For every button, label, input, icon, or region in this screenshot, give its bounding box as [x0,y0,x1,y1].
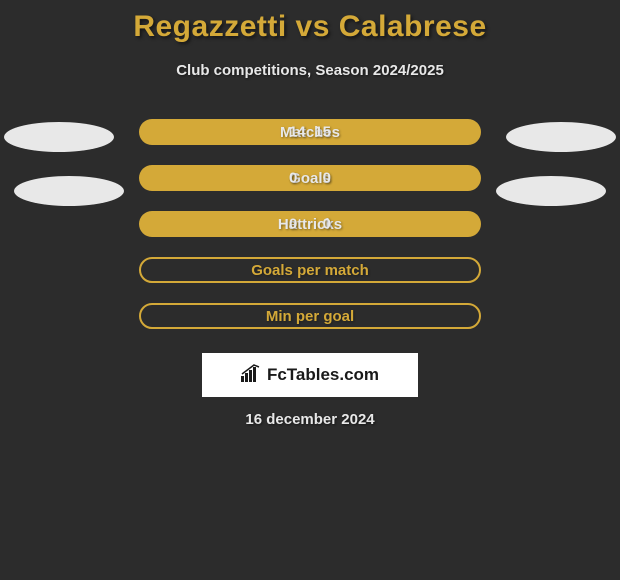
comparison-subtitle: Club competitions, Season 2024/2025 [0,62,620,79]
date-label: 16 december 2024 [245,411,374,428]
stat-value-right: 0 [323,216,331,233]
stat-label: Hattricks [278,216,342,233]
stat-label: Min per goal [266,308,354,325]
stats-container: 14 Matches 15 0 Goals 0 0 Hattricks 0 Go… [0,119,620,329]
stat-value-right: 0 [323,170,331,187]
stat-row-goals: 0 Goals 0 [0,165,620,191]
stat-value-left: 14 [289,124,306,141]
stat-bar: 14 Matches 15 [139,119,481,145]
stat-row-matches: 14 Matches 15 [0,119,620,145]
stat-row-hattricks: 0 Hattricks 0 [0,211,620,237]
comparison-title: Regazzetti vs Calabrese [0,0,620,44]
stat-value-left: 0 [289,170,297,187]
stat-bar: 0 Hattricks 0 [139,211,481,237]
stat-bar: Min per goal [139,303,481,329]
stat-bar: Goals per match [139,257,481,283]
stat-bar: 0 Goals 0 [139,165,481,191]
stat-value-right: 15 [314,124,331,141]
stat-row-min-per-goal: Min per goal [0,303,620,329]
brand-box: FcTables.com [202,353,418,397]
stat-label: Goals per match [251,262,369,279]
brand-chart-icon [241,364,263,387]
brand-text: FcTables.com [267,365,379,385]
stat-row-goals-per-match: Goals per match [0,257,620,283]
stat-value-left: 0 [289,216,297,233]
